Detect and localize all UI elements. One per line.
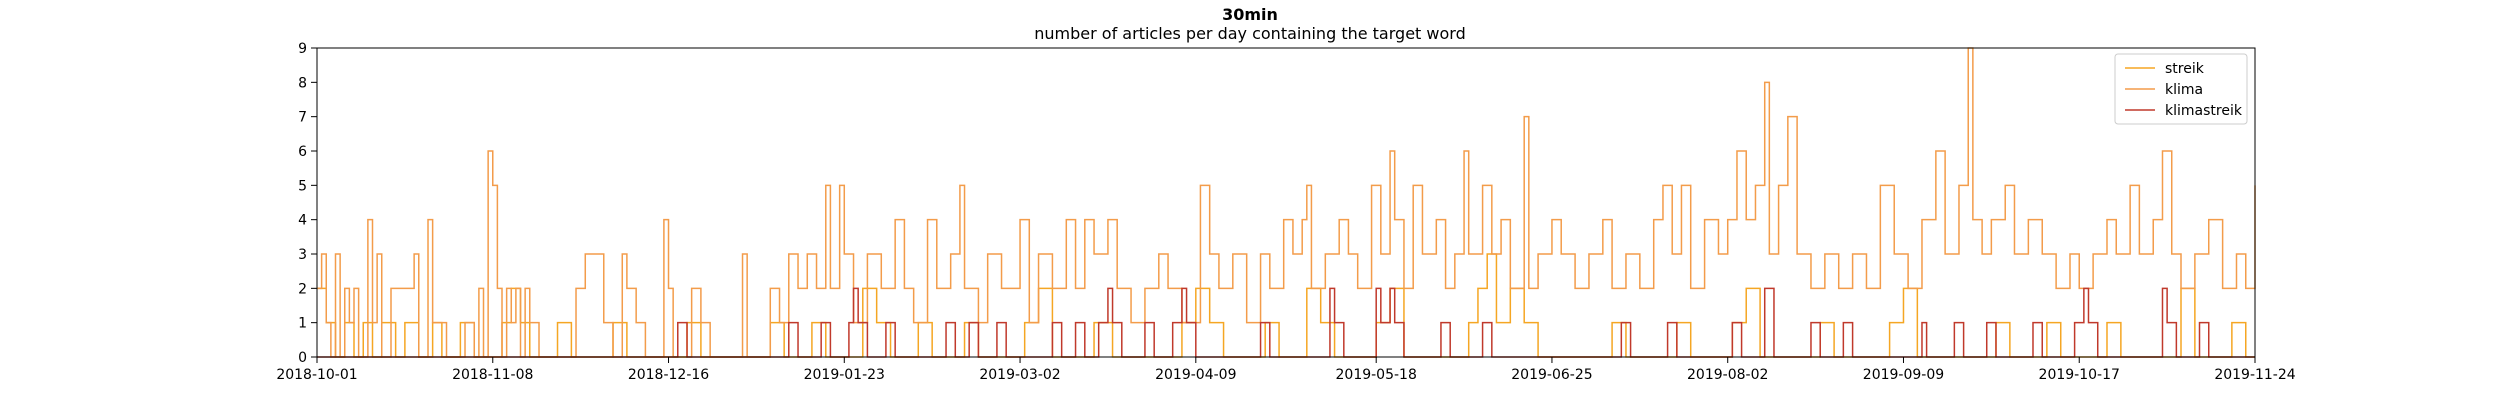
chart-subtitle: number of articles per day containing th…	[1034, 24, 1465, 43]
x-tick-label: 2019-01-23	[804, 367, 885, 383]
x-tick-label: 2018-11-08	[452, 367, 533, 383]
legend-label-streik: streik	[2165, 61, 2205, 77]
x-tick-label: 2018-10-01	[276, 367, 357, 383]
x-tick-label: 2019-06-25	[1511, 367, 1592, 383]
series-layer	[317, 47, 2256, 358]
x-tick-label: 2019-09-09	[1863, 367, 1944, 383]
y-tick-label: 0	[298, 350, 307, 366]
x-tick-label: 2018-12-16	[628, 367, 709, 383]
y-tick-label: 8	[298, 75, 307, 91]
x-tick-label: 2019-08-02	[1687, 367, 1768, 383]
y-tick-label: 4	[298, 213, 307, 229]
legend-box	[2114, 53, 2248, 125]
plot-frame	[316, 47, 2256, 358]
x-tick-label: 2019-05-18	[1336, 367, 1417, 383]
chart-title: 30min	[1222, 5, 1278, 24]
y-tick-label: 6	[298, 144, 307, 160]
y-tick-label: 5	[298, 178, 307, 194]
legend: streik klima klimastreik	[2114, 53, 2248, 125]
y-tick-label: 9	[298, 41, 307, 57]
legend-label-klimastreik: klimastreik	[2165, 103, 2243, 119]
y-tick-label: 1	[298, 316, 307, 332]
series-line-klimastreik	[317, 287, 2255, 358]
legend-label-klima: klima	[2165, 82, 2203, 98]
y-tick-label: 3	[298, 247, 307, 263]
series-line-klima	[317, 47, 2256, 358]
y-tick-label: 7	[298, 110, 307, 126]
x-tick-label: 2019-10-17	[2039, 367, 2120, 383]
y-tick-label: 2	[298, 281, 307, 297]
x-tick-label: 2019-11-24	[2214, 367, 2295, 383]
x-tick-label: 2019-03-02	[979, 367, 1060, 383]
x-tick-label: 2019-04-09	[1155, 367, 1236, 383]
axes-layer: 0 1 2 3 4 5 6 7 8 9 2018-10-01 2018-11-08 2018-12-16…	[276, 41, 2295, 383]
